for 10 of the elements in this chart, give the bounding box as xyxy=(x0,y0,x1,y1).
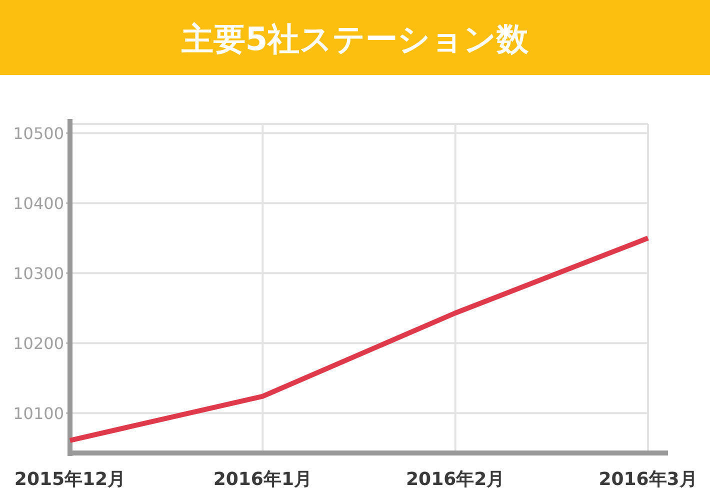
y-tick-label: 10100 xyxy=(13,404,64,424)
x-tick-label: 2016年1月 xyxy=(213,469,312,490)
x-tick-label: 2016年2月 xyxy=(406,469,505,490)
x-tick-label: 2015年12月 xyxy=(14,469,126,490)
y-tick-label: 10400 xyxy=(13,194,64,214)
y-tick-label: 10500 xyxy=(13,124,64,144)
chart-title: 主要5社ステーション数 xyxy=(180,20,530,58)
x-tick-label: 2016年3月 xyxy=(598,469,698,490)
y-tick-label: 10200 xyxy=(13,334,64,354)
y-tick-label: 10300 xyxy=(13,264,64,284)
